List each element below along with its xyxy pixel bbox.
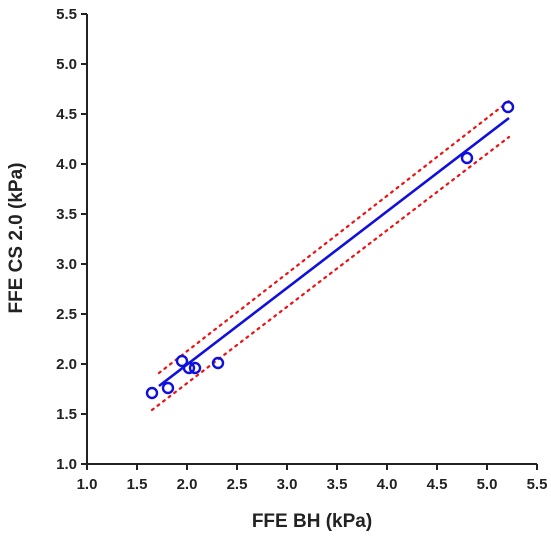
data-point — [460, 151, 474, 165]
data-point — [182, 361, 196, 375]
confidence-bands — [150, 99, 511, 412]
x-tick-label: 1.0 — [77, 476, 98, 493]
y-tick-label: 1.0 — [56, 456, 77, 473]
data-point — [188, 361, 202, 375]
x-tick-label: 4.0 — [377, 476, 398, 493]
y-tick-label: 2.0 — [56, 356, 77, 373]
y-tick-label: 1.5 — [56, 406, 77, 423]
y-tick-label: 3.5 — [56, 206, 77, 223]
data-point — [175, 354, 189, 368]
data-points — [145, 100, 515, 400]
y-tick-label: 3.0 — [56, 256, 77, 273]
data-point — [211, 356, 225, 370]
ci-upper-line — [157, 99, 511, 375]
y-tick-label: 4.0 — [56, 156, 77, 173]
x-tick-label: 4.5 — [427, 476, 448, 493]
y-axis-title: FFE CS 2.0 (kPa) — [6, 163, 27, 314]
fit-line — [158, 116, 510, 388]
data-point — [161, 381, 175, 395]
x-tick-label: 1.5 — [127, 476, 148, 493]
fit-line-group — [158, 116, 510, 388]
axes: 1.0 1.5 2.0 2.5 3.0 3.5 4.0 4.5 5.0 5.5 1.0 1.5 2.0 2… — [56, 6, 547, 493]
data-point — [501, 100, 515, 114]
x-tick-label: 2.5 — [227, 476, 248, 493]
x-tick-label: 5.5 — [527, 476, 548, 493]
x-tick-label: 2.0 — [177, 476, 198, 493]
y-tick-label: 5.0 — [56, 56, 77, 73]
x-axis-title: FFE BH (kPa) — [252, 511, 372, 532]
y-tick-label: 5.5 — [56, 6, 77, 23]
x-tick-label: 5.0 — [477, 476, 498, 493]
x-tick-label: 3.5 — [327, 476, 348, 493]
y-tick-label: 2.5 — [56, 306, 77, 323]
x-tick-label: 3.0 — [277, 476, 298, 493]
y-tick-label: 4.5 — [56, 106, 77, 123]
data-point — [145, 386, 159, 400]
ci-lower-line — [150, 135, 511, 412]
